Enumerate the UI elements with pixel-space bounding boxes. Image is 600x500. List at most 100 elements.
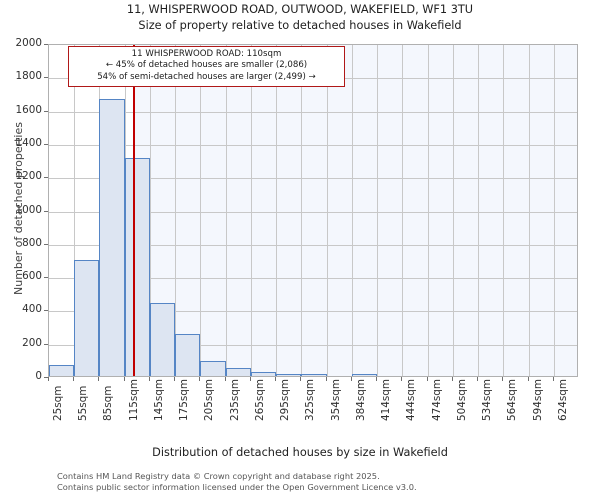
x-axis-tick-label: 504sqm [455, 379, 468, 421]
y-axis-tick-mark [44, 343, 48, 345]
y-axis-tick-mark [44, 177, 48, 179]
y-axis-tick-mark [44, 110, 48, 112]
x-axis-tick-mark [48, 377, 49, 381]
x-axis-tick-mark [552, 377, 554, 381]
grid-line-horizontal [49, 178, 577, 180]
x-axis-tick-label: 85sqm [102, 385, 115, 421]
histogram-bar [225, 367, 251, 376]
grid-line-vertical [250, 45, 252, 376]
grid-line-horizontal [49, 278, 577, 280]
page-title: 11, WHISPERWOOD ROAD, OUTWOOD, WAKEFIELD… [126, 3, 474, 16]
grid-line-vertical [276, 45, 278, 376]
grid-line-vertical [377, 45, 379, 376]
histogram-bar [99, 98, 125, 376]
grid-line-horizontal [49, 211, 577, 213]
y-axis-tick-mark [44, 377, 48, 378]
footer-line-2: Contains public sector information licen… [57, 481, 417, 492]
grid-line-vertical [326, 45, 328, 376]
y-axis-tick-mark [44, 143, 48, 145]
y-axis-tick-label: 1800 [15, 70, 42, 83]
x-axis-tick-label: 145sqm [152, 379, 165, 421]
x-axis-tick-label: 295sqm [279, 379, 292, 421]
x-axis-tick-mark [325, 377, 327, 381]
grid-line-vertical [149, 45, 151, 376]
y-axis-tick-label: 800 [22, 236, 42, 249]
grid-line-vertical [402, 45, 404, 376]
histogram-bar [49, 365, 75, 376]
page-subtitle: Size of property relative to detached ho… [138, 19, 462, 32]
y-axis-tick-label: 400 [22, 303, 42, 316]
chart-title-block: 11, WHISPERWOOD ROAD, OUTWOOD, WAKEFIELD… [0, 2, 600, 34]
annotation-line-1: 11 WHISPERWOOD ROAD: 110sqm [131, 49, 282, 59]
x-axis-tick-label: 205sqm [203, 379, 216, 421]
x-axis-tick-mark [199, 377, 201, 381]
histogram-bar [124, 157, 150, 376]
x-axis-tick-label: 564sqm [506, 379, 519, 421]
x-axis-tick-mark [426, 377, 428, 381]
histogram-bar [351, 374, 378, 376]
grid-line-horizontal [49, 111, 577, 113]
x-axis-tick-mark [148, 377, 150, 381]
x-axis-tick-mark [451, 377, 453, 381]
grid-line-vertical [427, 45, 429, 376]
x-axis-tick-mark [174, 377, 176, 381]
x-axis-tick-mark [249, 377, 251, 381]
x-axis-tick-mark [275, 377, 277, 381]
y-axis-tick-label: 2000 [15, 37, 42, 49]
x-axis-tick-label: 594sqm [531, 379, 544, 421]
grid-line-vertical [553, 45, 555, 376]
grid-line-vertical [351, 45, 353, 376]
x-axis-tick-label: 534sqm [481, 379, 494, 421]
x-axis-tick-mark [98, 377, 100, 381]
grid-line-horizontal [49, 311, 577, 313]
grid-line-vertical [452, 45, 454, 376]
x-axis-tick-label: 235sqm [228, 379, 241, 421]
x-axis-tick-label: 25sqm [52, 385, 64, 421]
y-axis-tick-label: 1000 [15, 203, 42, 216]
x-axis-tick-mark [300, 377, 302, 381]
x-axis-tick-label: 265sqm [253, 379, 266, 421]
x-axis-title: Distribution of detached houses by size … [152, 446, 448, 459]
grid-line-vertical [478, 45, 480, 376]
annotation-line-2: ← 45% of detached houses are smaller (2,… [105, 60, 308, 71]
property-size-marker [133, 45, 135, 376]
grid-line-horizontal [49, 244, 577, 246]
x-axis-tick-mark [376, 377, 378, 381]
y-axis-tick-mark [44, 44, 48, 45]
grid-line-vertical [175, 45, 177, 376]
x-axis-tick-mark [401, 377, 403, 381]
y-axis-tick-label: 0 [35, 370, 42, 382]
x-axis-tick-mark [502, 377, 504, 381]
plot-area [48, 44, 578, 377]
grid-line-horizontal [49, 344, 577, 346]
grid-line-vertical [225, 45, 227, 376]
x-axis-tick-label: 414sqm [380, 379, 393, 421]
x-axis-tick-label: 325sqm [304, 379, 317, 421]
grid-line-vertical [301, 45, 303, 376]
x-axis-tick-label: 115sqm [127, 379, 140, 421]
annotation-line-3: 54% of semi-detached houses are larger (… [97, 71, 316, 82]
y-axis-tick-label: 1600 [15, 103, 42, 116]
x-axis-tick-mark [527, 377, 529, 381]
y-axis-tick-mark [44, 77, 48, 79]
y-axis-tick-mark [44, 310, 48, 312]
grid-line-vertical [528, 45, 530, 376]
footer-line-1: Contains HM Land Registry data © Crown c… [57, 471, 380, 481]
y-axis-tick-label: 1200 [15, 170, 42, 183]
x-axis-tick-label: 354sqm [329, 379, 342, 421]
histogram-bar [276, 373, 302, 376]
highlight-band [133, 45, 577, 376]
histogram-bar [175, 333, 201, 376]
x-axis-tick-label: 55sqm [77, 385, 90, 421]
x-axis-tick-label: 624sqm [556, 379, 569, 421]
y-axis-tick-label: 200 [22, 336, 42, 349]
y-axis-tick-label: 1400 [15, 136, 42, 149]
histogram-bar [250, 371, 277, 376]
y-axis-title: Number of detached properties [12, 121, 25, 295]
footer-attribution: Contains HM Land Registry data © Crown c… [57, 471, 577, 492]
x-axis-tick-mark [350, 377, 352, 381]
annotation-box: 11 WHISPERWOOD ROAD: 110sqm ← 45% of det… [68, 46, 345, 88]
x-axis-tick-label: 175sqm [178, 379, 191, 421]
histogram-bar [301, 374, 327, 376]
